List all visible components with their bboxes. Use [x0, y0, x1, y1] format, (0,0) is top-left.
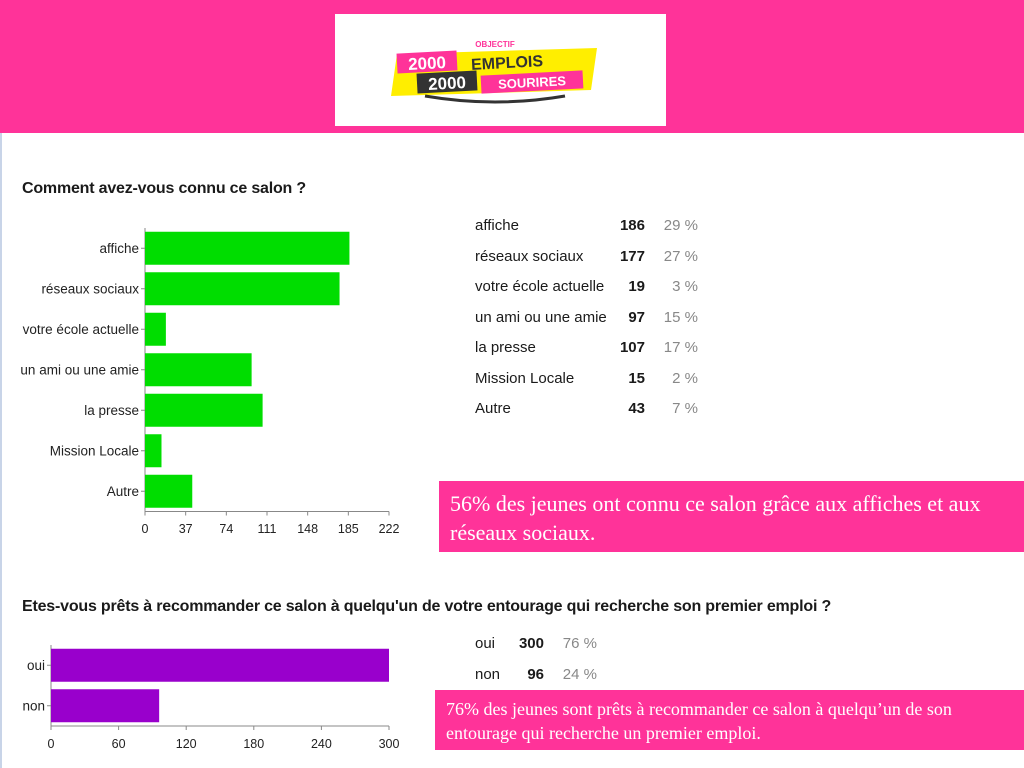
logo-graphic: OBJECTIF 2000 EMPLOIS 2000 SOURIRES [391, 40, 597, 104]
table-cell-pct: 29 % [663, 217, 698, 234]
table-cell-pct: 76 % [562, 635, 597, 652]
bar-2 [145, 312, 166, 346]
x-tick-label: 180 [243, 737, 264, 751]
table-cell-num: 177 [619, 247, 645, 265]
left-rule [0, 133, 2, 768]
callout-q2: 76% des jeunes sont prêts à recommander … [435, 690, 1024, 750]
bar-1 [145, 272, 340, 306]
x-tick-label: 37 [179, 522, 193, 536]
table-cell-lbl: la presse [475, 339, 536, 356]
bar-4 [145, 393, 263, 427]
table-cell-pct: 7 % [672, 400, 698, 417]
bar-3 [145, 353, 252, 387]
table-cell-num: 186 [619, 217, 645, 234]
table-row: un ami ou une amie 97 15 % [475, 303, 698, 334]
bar-q2-0 [51, 648, 389, 682]
category-label-6: Autre [107, 484, 139, 499]
table-cell-pct: 27 % [663, 247, 698, 265]
table-cell-pct: 24 % [562, 665, 597, 683]
table-cell-lbl: non [475, 665, 501, 683]
table-cell-num: 107 [619, 339, 645, 356]
x-tick-label: 222 [379, 522, 400, 536]
table-cell-lbl: affiche [475, 217, 519, 234]
x-tick-label: 111 [257, 522, 276, 536]
table-cell-num: 300 [518, 635, 544, 652]
logo-word-2: SOURIRES [498, 73, 567, 92]
logo-box2 [416, 70, 478, 94]
question-2-table: oui 300 76 % non 96 24 % [475, 629, 597, 690]
table-cell-num: 15 [628, 369, 645, 387]
table-cell-lbl: votre école actuelle [475, 278, 605, 295]
table-cell-pct: 17 % [663, 339, 698, 356]
x-tick-label: 74 [219, 522, 233, 536]
category-label-3: un ami ou une amie [20, 362, 139, 377]
logo-top-word: OBJECTIF [475, 40, 515, 49]
x-tick-label: 148 [297, 522, 318, 536]
logo-number-1: 2000 [408, 53, 447, 74]
table-row: votre école actuelle 19 3 % [475, 272, 698, 303]
table-row: Mission Locale 15 2 % [475, 364, 698, 395]
logo-box3 [480, 70, 584, 94]
table-cell-pct: 3 % [672, 278, 698, 295]
table-row: oui 300 76 % [475, 629, 597, 660]
table-row: réseaux sociaux 177 27 % [475, 242, 698, 273]
bar-5 [145, 434, 162, 468]
question-1-title: Comment avez-vous connu ce salon ? [22, 180, 306, 197]
category-label-4: la presse [84, 403, 139, 418]
category-label-5: Mission Locale [50, 443, 139, 458]
x-tick-label: 185 [338, 522, 359, 536]
table-cell-num: 97 [628, 308, 645, 326]
category-label-q2-0: oui [27, 658, 45, 673]
table-row: non 96 24 % [475, 660, 597, 691]
logo: OBJECTIF 2000 EMPLOIS 2000 SOURIRES [335, 14, 666, 126]
table-row: affiche 186 29 % [475, 211, 698, 242]
question-1-table: affiche 186 29 % réseaux sociaux 177 27 % votr… [475, 211, 698, 425]
category-label-1: réseaux sociaux [41, 281, 139, 296]
x-tick-label: 0 [48, 737, 55, 751]
table-cell-lbl: oui [475, 635, 496, 652]
table-row: la presse 107 17 % [475, 333, 698, 364]
logo-box1 [396, 50, 458, 74]
callout-q1: 56% des jeunes ont connu ce salon grâce … [439, 481, 1024, 552]
x-tick-label: 300 [379, 737, 400, 751]
x-tick-label: 60 [112, 737, 126, 751]
table-cell-lbl: un ami ou une amie [475, 308, 607, 326]
logo-smile [424, 94, 566, 104]
logo-number-2: 2000 [428, 73, 467, 94]
table-cell-pct: 15 % [663, 308, 698, 326]
table-cell-num: 19 [628, 278, 645, 295]
bar-0 [145, 231, 350, 265]
category-label-q2-1: non [22, 698, 45, 713]
category-label-2: votre école actuelle [23, 322, 139, 337]
table-row: Autre 43 7 % [475, 394, 698, 425]
table-cell-lbl: Autre [475, 400, 511, 417]
table-cell-lbl: réseaux sociaux [475, 247, 584, 265]
x-tick-label: 0 [142, 522, 149, 536]
category-label-0: affiche [99, 241, 139, 256]
x-tick-label: 240 [311, 737, 332, 751]
table-cell-lbl: Mission Locale [475, 369, 575, 387]
logo-word-1: EMPLOIS [471, 53, 544, 74]
table-cell-num: 96 [527, 665, 544, 683]
table-cell-pct: 2 % [672, 369, 698, 387]
table-cell-num: 43 [628, 400, 645, 417]
bar-q2-1 [51, 689, 160, 723]
bar-6 [145, 474, 193, 508]
x-tick-label: 120 [176, 737, 197, 751]
question-2-title: Etes-vous prêts à recommander ce salon à… [22, 598, 832, 615]
